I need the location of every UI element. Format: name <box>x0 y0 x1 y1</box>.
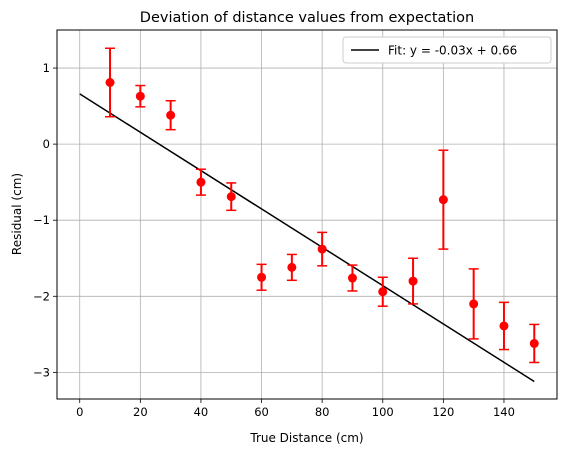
data-point <box>226 192 236 202</box>
x-tick-label: 140 <box>493 405 515 419</box>
data-point <box>529 338 539 348</box>
x-tick-label: 20 <box>133 405 148 419</box>
legend: Fit: y = -0.03x + 0.66 <box>342 36 552 64</box>
x-tick-label: 0 <box>76 405 83 419</box>
data-point <box>438 195 448 205</box>
data-point <box>347 273 357 283</box>
fit-line-layer <box>79 93 535 383</box>
data-point <box>408 276 418 286</box>
chart-title: Deviation of distance values from expect… <box>140 10 474 26</box>
axis-ticks: 0 20 40 60 80 100 120 140 −3 −2 −1 0 1 <box>33 61 515 419</box>
x-tick-label: 120 <box>432 405 454 419</box>
data-point <box>105 77 115 87</box>
y-tick-label: −2 <box>33 289 50 303</box>
x-tick-label: 100 <box>372 405 394 419</box>
x-tick-label: 60 <box>254 405 269 419</box>
x-tick-label: 80 <box>315 405 330 419</box>
data-point <box>469 299 479 309</box>
data-point <box>166 110 176 120</box>
data-point <box>287 262 297 272</box>
y-axis-label: Residual (cm) <box>10 173 24 255</box>
data-points <box>105 77 539 348</box>
y-tick-label: 0 <box>43 137 50 151</box>
data-point <box>499 321 509 331</box>
legend-fit-label: Fit: y = -0.03x + 0.66 <box>388 44 517 58</box>
y-tick-label: 1 <box>43 61 50 75</box>
data-point <box>317 244 327 254</box>
fit-line <box>79 93 535 383</box>
data-point <box>378 287 388 297</box>
legend-box <box>342 36 552 64</box>
plot-frame <box>56 29 558 400</box>
x-axis-label: True Distance (cm) <box>249 431 363 445</box>
plot-area <box>57 30 557 399</box>
data-point <box>135 91 145 101</box>
y-tick-label: −3 <box>33 365 50 379</box>
data-point <box>196 177 206 187</box>
data-point <box>257 272 267 282</box>
y-tick-label: −1 <box>33 213 50 227</box>
x-tick-label: 40 <box>194 405 209 419</box>
